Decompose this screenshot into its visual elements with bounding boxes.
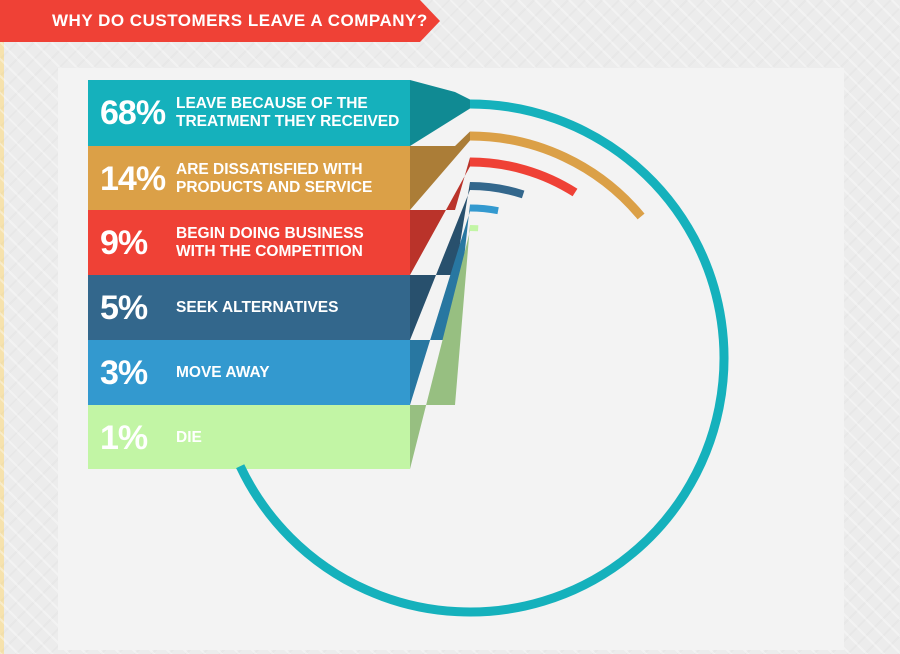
left-edge-strip	[0, 0, 4, 654]
connector-face	[410, 225, 470, 469]
connector-face	[410, 80, 470, 146]
connector-face	[410, 182, 470, 340]
connector-face	[410, 204, 470, 405]
percent-label: 1%	[100, 418, 148, 457]
percent-label: 5%	[100, 288, 148, 327]
reason-label: DIE	[176, 429, 202, 446]
percent-label: 9%	[100, 223, 148, 262]
legend-bar	[88, 80, 410, 146]
connector-face	[410, 157, 470, 275]
legend-bar	[88, 275, 410, 340]
pie-arc-14	[469, 131, 645, 220]
legend-bar	[88, 405, 410, 469]
pie-arc-68	[236, 99, 729, 617]
legend-row: 9% BEGIN DOING BUSINESS WITH THE COMPETI…	[88, 210, 410, 276]
banner-shape	[0, 0, 440, 42]
percent-label: 68%	[100, 93, 166, 132]
legend-row: 68% LEAVE BECAUSE OF THE TREATMENT THEY …	[88, 80, 410, 146]
reason-label: ARE DISSATISFIED WITH PRODUCTS AND SERVI…	[176, 161, 373, 196]
legend-row: 5% SEEK ALTERNATIVES	[88, 275, 410, 341]
reason-label: MOVE AWAY	[176, 364, 270, 381]
reason-label: SEEK ALTERNATIVES	[176, 299, 339, 316]
legend-bar	[88, 210, 410, 275]
title-banner: WHY DO CUSTOMERS LEAVE A COMPANY?	[0, 0, 440, 42]
legend-row: 1% DIE	[88, 405, 410, 471]
percent-label: 14%	[100, 159, 166, 198]
legend-row: 3% MOVE AWAY	[88, 340, 410, 406]
reason-label: LEAVE BECAUSE OF THE TREATMENT THEY RECE…	[176, 95, 400, 130]
legend-bar	[88, 340, 410, 405]
legend-bar	[88, 146, 410, 210]
pie-arc-9	[469, 157, 578, 197]
pie-arc-3	[469, 204, 499, 215]
connector-face	[410, 131, 470, 210]
page-title: WHY DO CUSTOMERS LEAVE A COMPANY?	[52, 11, 428, 30]
percent-label: 3%	[100, 353, 148, 392]
pie-arc-5	[469, 182, 525, 199]
reason-label: BEGIN DOING BUSINESS WITH THE COMPETITIO…	[176, 225, 364, 260]
legend-row: 14% ARE DISSATISFIED WITH PRODUCTS AND S…	[88, 146, 410, 212]
